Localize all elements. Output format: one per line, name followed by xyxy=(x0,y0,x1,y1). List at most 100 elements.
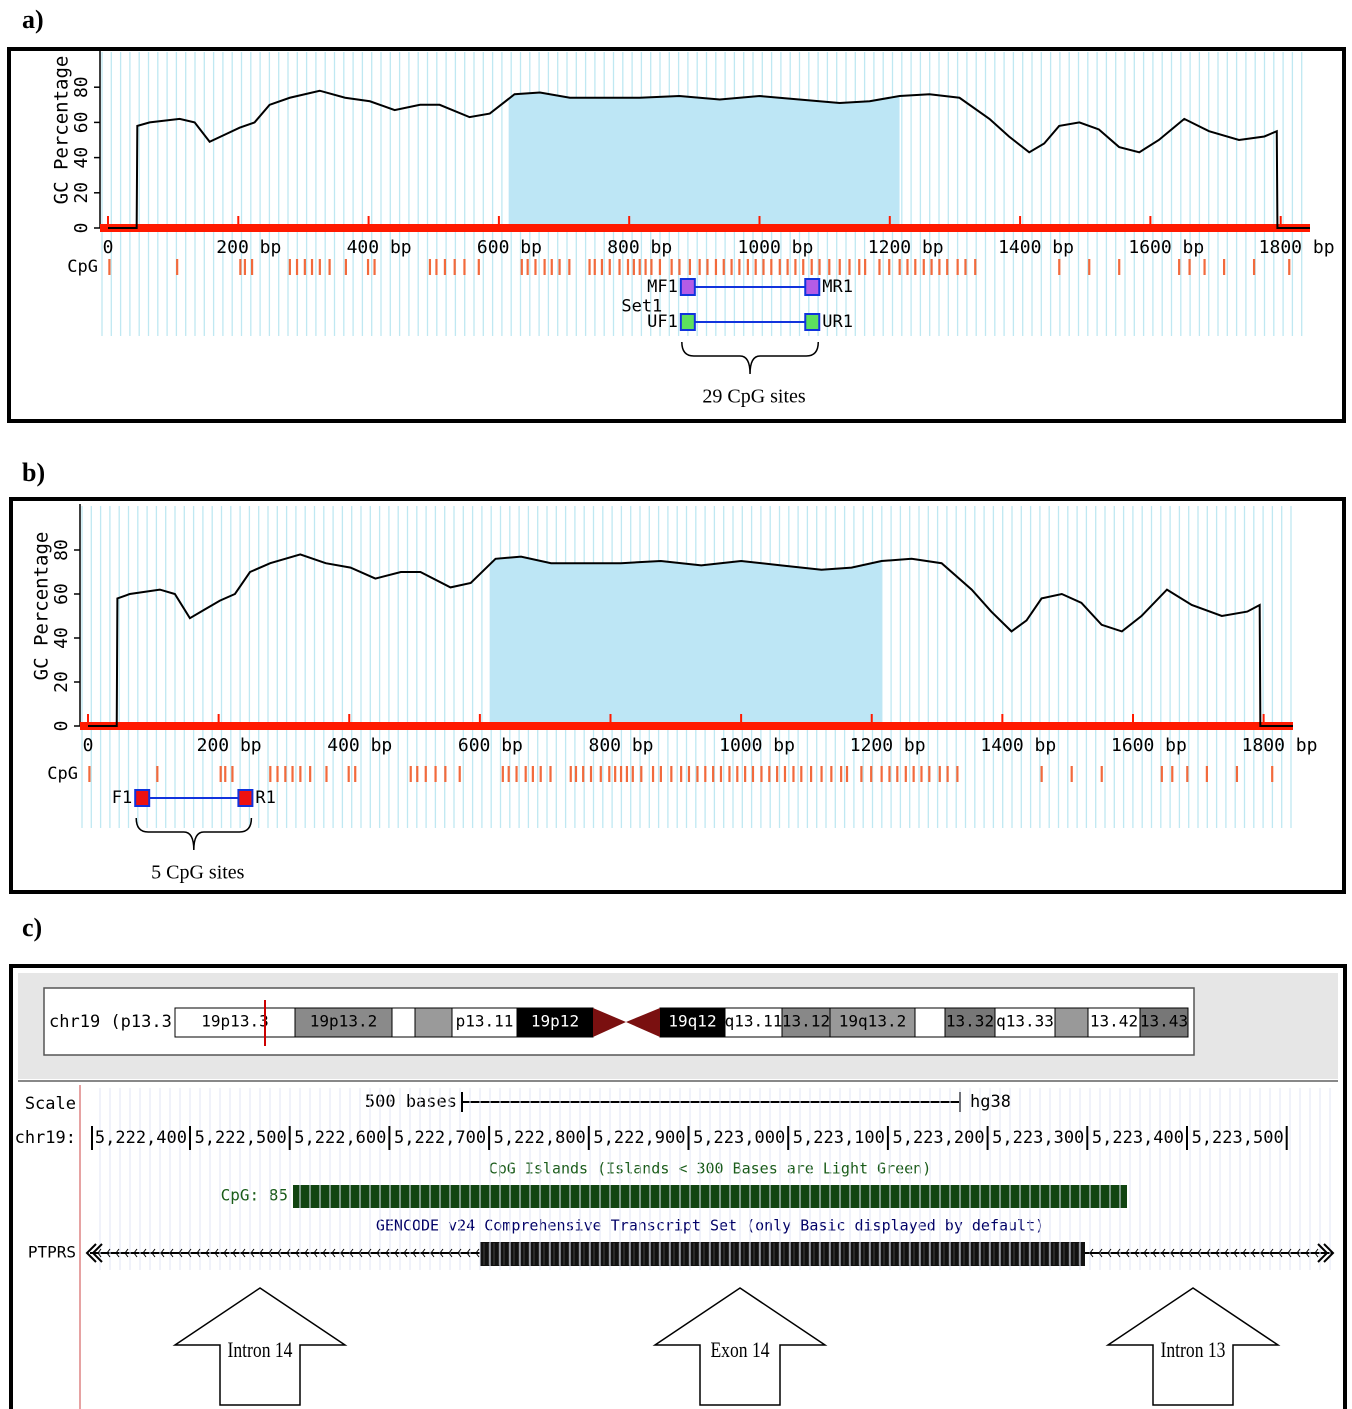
cpg-site xyxy=(906,259,908,275)
cpg-site xyxy=(1058,259,1060,275)
cpg-site xyxy=(744,766,746,782)
x-tick-label: 600 bp xyxy=(477,237,542,258)
cpg-site xyxy=(660,766,662,782)
arrow-label: Exon 14 xyxy=(710,1338,769,1362)
band-label: 19p12 xyxy=(531,1012,579,1031)
cpg-site xyxy=(671,259,673,275)
cpg-site xyxy=(532,766,534,782)
page: {"chart_data": [ {"type": "line", "label… xyxy=(0,0,1352,1409)
cpg-site xyxy=(688,766,690,782)
x-tick-label: 1400 bp xyxy=(998,237,1074,258)
cpg-site xyxy=(231,766,233,782)
cpg-site xyxy=(311,259,313,275)
cpg-site xyxy=(914,259,916,275)
cpg-site xyxy=(870,766,872,782)
cpg-site xyxy=(454,259,456,275)
cpg-site xyxy=(699,259,701,275)
position-label: 5,222,400 xyxy=(95,1128,187,1148)
cpg-site xyxy=(590,766,592,782)
cpg-site xyxy=(840,766,842,782)
cpg-site xyxy=(650,259,652,275)
cpg-site xyxy=(478,259,480,275)
cpg-site xyxy=(325,766,327,782)
band-label: q13.11 xyxy=(725,1012,783,1031)
cpg-site xyxy=(614,766,616,782)
cpg-site xyxy=(609,259,611,275)
cpg-label: CpG xyxy=(67,257,98,277)
cpg-site xyxy=(760,766,762,782)
genome-browser: chr19 (p13.3) Scale 500 bases hg38 chr19… xyxy=(11,966,1345,1409)
cpg-site xyxy=(224,766,226,782)
band xyxy=(415,1008,452,1037)
cpg-site xyxy=(794,259,796,275)
x-tick-label: 1000 bp xyxy=(737,237,813,258)
brace xyxy=(682,342,818,374)
band-label: 13.12 xyxy=(782,1012,830,1031)
cpg-site xyxy=(888,259,890,275)
position-label: 5,222,800 xyxy=(494,1128,586,1148)
position-label: 5,222,500 xyxy=(195,1128,287,1148)
primer-box xyxy=(805,314,819,330)
cpg-site xyxy=(367,259,369,275)
cpg-site xyxy=(957,259,959,275)
cpg-site xyxy=(289,259,291,275)
cpg-site xyxy=(284,766,286,782)
x-tick-label: 0 xyxy=(103,237,114,258)
cpg-site xyxy=(678,259,680,275)
cpg-site xyxy=(1101,766,1103,782)
cpg-site xyxy=(444,766,446,782)
cpg-site xyxy=(588,259,590,275)
cpg-site xyxy=(176,259,178,275)
cpg-site xyxy=(639,259,641,275)
cpg-site xyxy=(463,259,465,275)
y-tick-label: 20 xyxy=(71,182,92,204)
x-tick-label: 1000 bp xyxy=(719,735,795,756)
x-tick-label: 1600 bp xyxy=(1111,735,1187,756)
x-tick-label: 200 bp xyxy=(197,735,262,756)
cpg-site xyxy=(689,259,691,275)
cpg-site xyxy=(594,259,596,275)
cpg-site xyxy=(800,766,802,782)
cpg-site xyxy=(1288,259,1290,275)
cpg-site xyxy=(747,259,749,275)
cpg-site xyxy=(627,259,629,275)
cpg-site xyxy=(527,259,529,275)
position-label: 5,223,300 xyxy=(992,1128,1084,1148)
arrow-label: Intron 14 xyxy=(228,1338,293,1362)
cpg-site xyxy=(540,766,542,782)
cpg-site xyxy=(88,766,90,782)
x-tick-label: 1200 bp xyxy=(868,237,944,258)
band-label: 19p13.3 xyxy=(201,1012,268,1031)
cpg-site xyxy=(319,259,321,275)
cpg-site xyxy=(784,766,786,782)
cpg-site xyxy=(939,766,941,782)
cpg-site xyxy=(752,766,754,782)
cpg-site xyxy=(728,766,730,782)
primer-box xyxy=(681,279,695,295)
x-tick-label: 200 bp xyxy=(216,237,281,258)
cpg-site xyxy=(276,766,278,782)
cpg-site xyxy=(534,259,536,275)
cpg-site xyxy=(618,259,620,275)
cpg-site xyxy=(905,766,907,782)
cpg-site xyxy=(947,766,949,782)
cpg-site xyxy=(354,766,356,782)
cpg-site xyxy=(830,766,832,782)
gene-name: PTPRS xyxy=(28,1243,76,1262)
cpg-site xyxy=(1253,259,1255,275)
band-label: 13.32 xyxy=(946,1012,994,1031)
cpg-site xyxy=(738,259,740,275)
band-label: 19q13.2 xyxy=(839,1012,906,1031)
cpg-site xyxy=(269,766,271,782)
band-label: 19p13.2 xyxy=(310,1012,377,1031)
cpg-site xyxy=(787,259,789,275)
y-tick-label: 80 xyxy=(71,76,92,98)
cpg-site xyxy=(1041,766,1043,782)
cpg-site xyxy=(881,766,883,782)
panel-label: c) xyxy=(22,913,42,942)
cpg-site xyxy=(1186,766,1188,782)
cpg-item: CpG: 85 xyxy=(221,1186,288,1205)
cpg-site xyxy=(508,766,510,782)
x-tick-label: 800 bp xyxy=(588,735,653,756)
primer-label: MF1 xyxy=(647,277,678,297)
